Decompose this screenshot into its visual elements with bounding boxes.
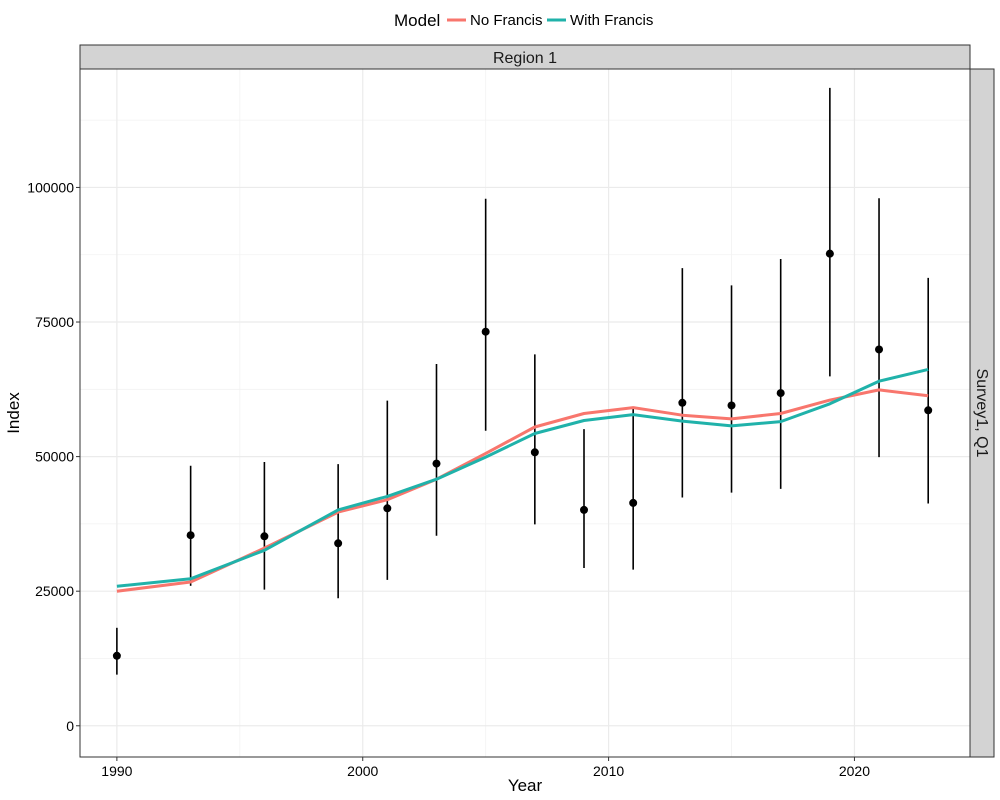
x-axis-title: Year	[508, 776, 543, 795]
observation-point	[875, 345, 884, 354]
y-tick-label: 50000	[35, 449, 74, 465]
x-tick-label: 2020	[839, 763, 870, 779]
observation-point	[825, 249, 834, 258]
observation-point	[530, 448, 539, 457]
y-tick-label: 0	[66, 718, 74, 734]
series-lines	[116, 367, 929, 593]
facet-strip-top-label: Region 1	[493, 50, 557, 67]
observation-point	[776, 389, 785, 398]
x-tick-label: 1990	[101, 763, 132, 779]
facet-strip-top	[79, 44, 971, 70]
facet-strip-right-label: Survey1, Q1	[973, 369, 990, 458]
y-axis-title: Index	[4, 392, 23, 434]
observation-point	[186, 531, 195, 540]
observation-point	[383, 504, 392, 513]
y-tick-label: 100000	[27, 179, 74, 195]
panel-border	[79, 68, 971, 758]
observation-point	[678, 398, 687, 407]
plot-panel	[80, 69, 970, 757]
axis-ticks: 1990 2000 2010 2020 0 25000 50000 75000 100000	[27, 179, 870, 779]
observation-point	[432, 459, 441, 468]
observation-point	[629, 498, 638, 507]
observation-points	[112, 249, 933, 660]
observation-point	[112, 651, 121, 660]
legend: Model No Francis With Francis	[394, 11, 653, 30]
observation-point	[727, 401, 736, 410]
x-tick-label: 2000	[347, 763, 378, 779]
x-tick-label: 2010	[593, 763, 624, 779]
y-tick-label: 25000	[35, 583, 74, 599]
legend-label-no-francis: No Francis	[470, 12, 543, 29]
facet-strip-right	[969, 68, 995, 758]
legend-label-with-francis: With Francis	[570, 12, 653, 29]
observation-point	[580, 505, 589, 514]
legend-title: Model	[394, 11, 440, 30]
observation-point	[334, 539, 343, 548]
y-tick-label: 75000	[35, 314, 74, 330]
observation-point	[481, 327, 490, 336]
series-line-with-francis	[116, 367, 929, 588]
observation-point	[260, 532, 269, 541]
error-bars	[116, 87, 930, 675]
observation-point	[924, 406, 933, 415]
gridlines	[80, 69, 970, 757]
